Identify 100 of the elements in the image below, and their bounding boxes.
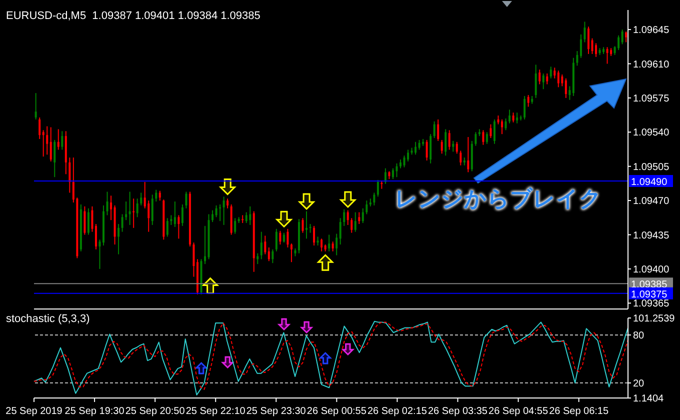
x-tick-label: 26 Sep 00:55 bbox=[306, 406, 367, 417]
candlestick bbox=[376, 180, 379, 198]
candlestick bbox=[546, 73, 548, 85]
y-tick-label: 80 bbox=[633, 330, 645, 342]
candlestick bbox=[504, 118, 507, 131]
candlestick bbox=[215, 204, 218, 218]
x-tick-label: 26 Sep 02:15 bbox=[367, 406, 428, 417]
candlestick bbox=[272, 248, 274, 264]
candlestick bbox=[140, 192, 142, 206]
candlestick bbox=[433, 120, 436, 139]
candlestick bbox=[482, 130, 484, 146]
candlestick bbox=[490, 124, 492, 139]
candlestick bbox=[84, 206, 86, 236]
candlestick bbox=[309, 223, 312, 234]
y-tick-label: 1.09505 bbox=[633, 162, 670, 173]
candlestick bbox=[268, 246, 270, 262]
candlestick bbox=[68, 157, 71, 194]
candlestick bbox=[110, 195, 112, 221]
candlestick bbox=[181, 204, 184, 226]
candlestick bbox=[313, 225, 316, 246]
x-tick-label: 25 Sep 2019 bbox=[6, 406, 63, 417]
candlestick bbox=[132, 198, 135, 228]
y-tick-label: 1.09575 bbox=[633, 93, 670, 104]
candlestick bbox=[524, 95, 526, 120]
candlestick bbox=[493, 118, 496, 144]
candlestick bbox=[384, 168, 386, 184]
candlestick bbox=[125, 201, 128, 221]
x-tick-label: 25 Sep 23:30 bbox=[246, 406, 306, 417]
candlestick bbox=[430, 134, 432, 164]
y-tick-label: 1.09470 bbox=[633, 196, 670, 208]
y-tick-label: 1.09435 bbox=[633, 230, 670, 242]
candlestick bbox=[452, 140, 454, 152]
candlestick bbox=[564, 78, 567, 98]
candlestick bbox=[148, 200, 150, 232]
candlestick bbox=[249, 206, 252, 226]
candlestick bbox=[212, 210, 214, 223]
candlestick bbox=[54, 139, 56, 178]
candlestick bbox=[358, 212, 360, 224]
candlestick bbox=[158, 190, 161, 202]
candlestick bbox=[538, 69, 541, 85]
candlestick bbox=[290, 243, 292, 263]
candlestick bbox=[332, 241, 334, 252]
candlestick bbox=[50, 126, 52, 162]
x-tick-label: 25 Sep 19:30 bbox=[64, 406, 125, 417]
candlestick bbox=[437, 118, 440, 142]
candlestick bbox=[568, 86, 571, 100]
chart-title: stochastic (5,3,3) bbox=[6, 313, 90, 325]
candlestick bbox=[516, 112, 518, 124]
candlestick bbox=[460, 150, 462, 166]
candlestick bbox=[286, 228, 289, 248]
candlestick bbox=[302, 218, 304, 234]
candlestick bbox=[121, 214, 124, 232]
candlestick bbox=[456, 141, 458, 154]
candlestick bbox=[467, 136, 470, 173]
candlestick bbox=[403, 155, 406, 168]
candlestick bbox=[234, 218, 236, 234]
candlestick bbox=[527, 94, 530, 108]
candlestick bbox=[587, 26, 590, 54]
candlestick bbox=[260, 231, 262, 260]
candlestick bbox=[584, 21, 586, 43]
y-tick-label: 1.09540 bbox=[633, 128, 670, 139]
candlestick bbox=[557, 70, 560, 88]
candlestick bbox=[396, 162, 398, 178]
candlestick bbox=[561, 74, 564, 87]
candlestick bbox=[46, 126, 48, 156]
candlestick bbox=[339, 218, 342, 246]
candlestick bbox=[373, 192, 376, 206]
candlestick bbox=[346, 210, 349, 226]
candlestick bbox=[42, 130, 44, 158]
ref-line-label: 1.09490 bbox=[631, 176, 668, 188]
candlestick bbox=[94, 223, 97, 250]
candlestick bbox=[222, 196, 225, 226]
candlestick bbox=[542, 73, 544, 90]
candlestick bbox=[362, 208, 364, 224]
annotation: レンジからブレイク bbox=[395, 185, 602, 213]
candlestick bbox=[448, 130, 450, 150]
candlestick bbox=[594, 42, 597, 58]
candlestick bbox=[166, 218, 168, 238]
candlestick bbox=[418, 139, 420, 150]
candlestick bbox=[414, 141, 417, 156]
y-tick-label: 101.2539 bbox=[633, 314, 676, 325]
candlestick bbox=[185, 191, 188, 209]
candlestick bbox=[501, 118, 504, 135]
candlestick bbox=[275, 228, 278, 252]
candlestick bbox=[328, 234, 330, 252]
candlestick bbox=[87, 208, 90, 236]
candlestick bbox=[474, 132, 477, 146]
candlestick bbox=[580, 34, 582, 58]
candlestick bbox=[34, 92, 37, 120]
candlestick bbox=[508, 109, 511, 124]
candlestick bbox=[486, 132, 488, 144]
candlestick bbox=[170, 214, 172, 226]
candlestick bbox=[354, 212, 356, 232]
x-tick-label: 26 Sep 06:15 bbox=[549, 406, 609, 417]
candlestick bbox=[392, 168, 394, 180]
candlestick bbox=[136, 198, 138, 218]
x-tick-label: 25 Sep 22:10 bbox=[186, 406, 246, 417]
candlestick bbox=[440, 139, 443, 154]
candlestick bbox=[554, 67, 556, 79]
candlestick bbox=[98, 239, 101, 270]
